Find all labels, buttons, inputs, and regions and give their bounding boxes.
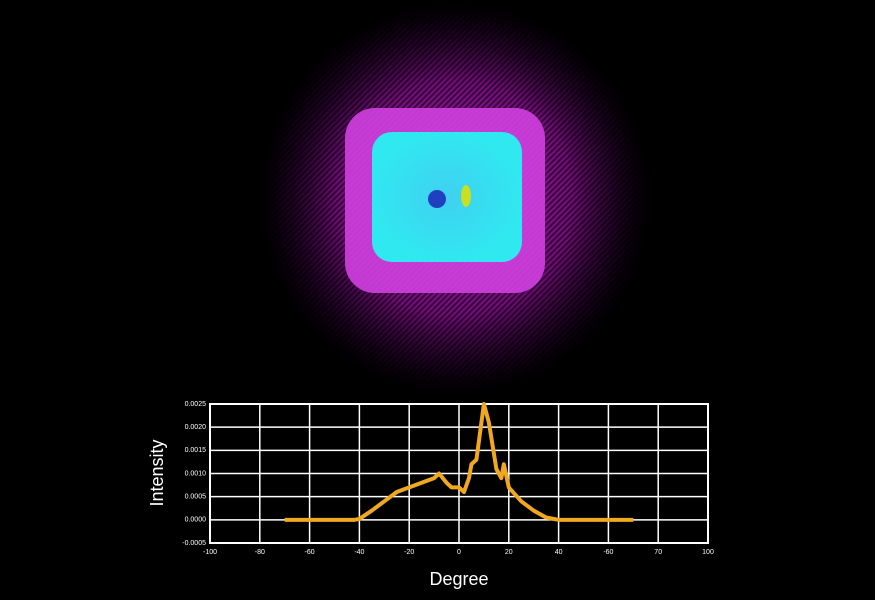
beam-spot <box>428 190 446 208</box>
data-line <box>284 402 634 522</box>
y-tick-label: -0.0005 <box>182 540 206 547</box>
plot-frame <box>209 403 709 544</box>
x-tick-label: -60 <box>305 549 315 556</box>
x-tick-label: 40 <box>555 549 563 556</box>
x-tick-label: 0 <box>457 549 461 556</box>
x-tick-label: -40 <box>354 549 364 556</box>
y-tick-label: 0.0025 <box>185 401 207 408</box>
y-tick-label: 0.0015 <box>185 447 207 454</box>
x-tick-label: -20 <box>404 549 414 556</box>
x-axis-label: Degree <box>429 569 488 589</box>
x-tick-label: 100 <box>702 549 714 556</box>
x-tick-label: -60 <box>603 549 613 556</box>
beam-spot <box>461 185 471 207</box>
x-tick-label: -80 <box>255 549 265 556</box>
y-tick-label: 0.0000 <box>185 517 207 524</box>
x-tick-label: 20 <box>505 549 513 556</box>
y-tick-label: 0.0005 <box>185 494 207 501</box>
y-tick-label: 0.0020 <box>185 424 207 431</box>
x-tick-label: -100 <box>203 549 217 556</box>
y-tick-label: 0.0010 <box>185 470 207 477</box>
x-tick-label: 70 <box>654 549 662 556</box>
y-axis-label: Intensity <box>147 439 167 506</box>
beam-core <box>372 132 522 262</box>
